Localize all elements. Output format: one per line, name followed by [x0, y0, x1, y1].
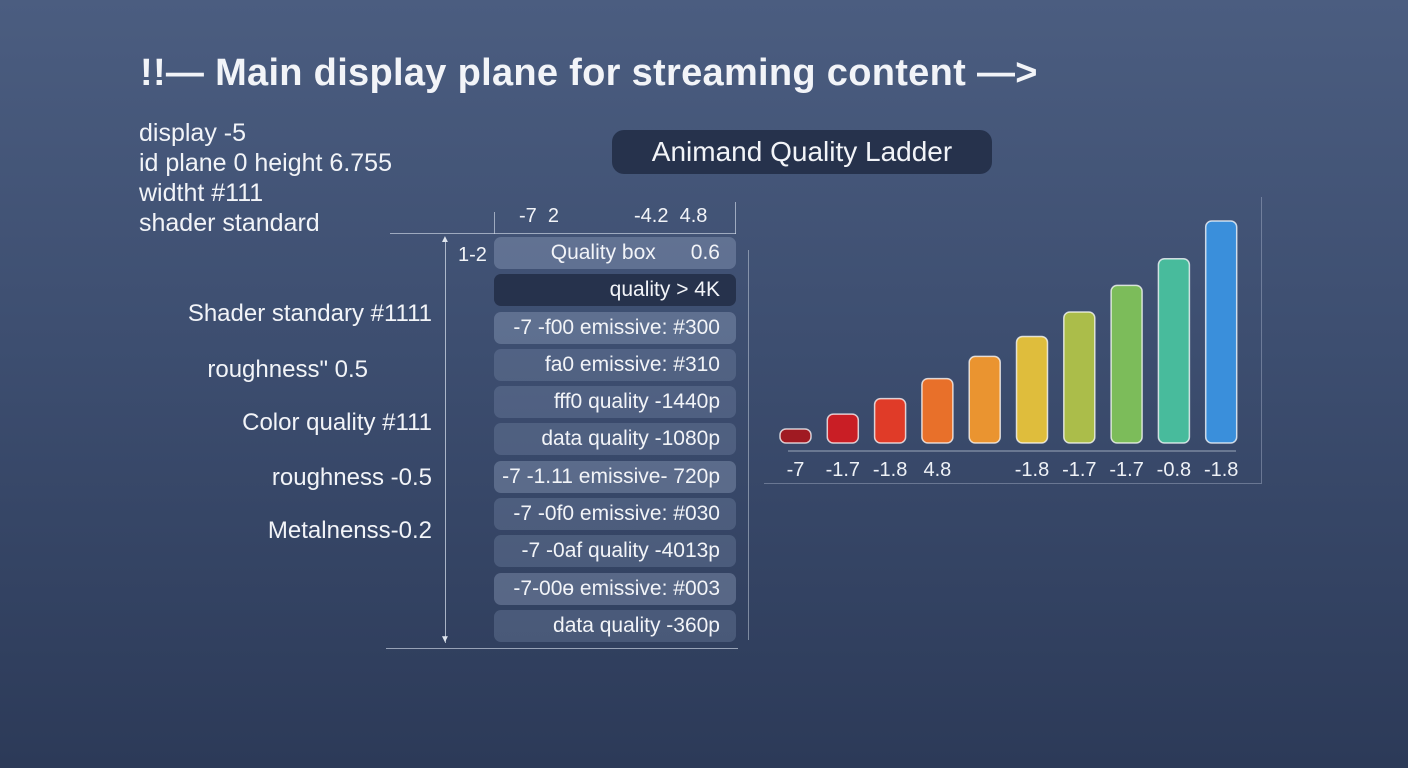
bar: [873, 397, 907, 444]
ladder-row[interactable]: fff0 quality -1440p: [494, 386, 736, 419]
ladder-row[interactable]: -7 -f00 emissive: #300: [494, 311, 736, 344]
ladder-row[interactable]: -7 -0af quality -4013p: [494, 535, 736, 568]
chart-frame: [764, 197, 1262, 484]
x-tick-label: -1.7: [826, 459, 860, 481]
property-label: roughness -0.5: [271, 464, 432, 491]
ladder-row[interactable]: data quality -360p: [494, 609, 736, 642]
x-tick-label: -1.7: [1062, 459, 1096, 481]
ladder-row[interactable]: -7 -0f0 emissive: #030: [494, 498, 736, 531]
ladder-row[interactable]: Quality box 0.6: [494, 237, 736, 269]
ladder-row[interactable]: quality > 4K: [494, 274, 736, 307]
bar: [1204, 220, 1238, 444]
ladder-top-rule: [390, 233, 736, 234]
tick-left: [494, 212, 495, 234]
property-label: roughness" 0.5: [207, 356, 368, 383]
meta-line: widtht #111: [139, 179, 264, 207]
chart-title: Animand Quality Ladder: [612, 130, 992, 174]
ladder-row[interactable]: -7-00ɵ emissive: #003: [494, 572, 736, 605]
quality-ladder-list: Quality box 0.6 quality > 4K -7 -f00 emi…: [494, 237, 736, 647]
ladder-row[interactable]: data quality -1080p: [494, 423, 736, 456]
arrow-down-icon: ▼: [440, 634, 450, 645]
bar: [779, 428, 812, 444]
meta-line: id plane 0 height 6.755: [139, 149, 392, 177]
meta-line: display -5: [139, 119, 246, 147]
bar: [1110, 284, 1143, 444]
x-tick-label: 4.8: [923, 459, 951, 481]
ladder-row[interactable]: fa0 emissive: #310: [494, 348, 736, 381]
x-tick-label: -7: [787, 459, 805, 481]
ladder-top-label: -7 2: [519, 205, 560, 227]
height-dimension-arrow: [445, 238, 446, 643]
ladder-bottom-rule: [386, 648, 738, 649]
ladder-side-label: 1-2: [458, 244, 487, 266]
bar: [1015, 335, 1049, 444]
quality-bar-chart: -7 -1.7 -1.8 4.8 -1.8 -1.7 -1.7 -0.8 -1.8: [779, 220, 1238, 481]
bar: [921, 377, 954, 444]
x-tick-label: -1.8: [1015, 459, 1049, 481]
x-tick-label: -0.8: [1157, 459, 1191, 481]
x-tick-label: -1.8: [1204, 459, 1238, 481]
arrow-up-icon: ▲: [440, 234, 450, 245]
bar: [968, 355, 1001, 444]
x-tick-label: -1.8: [873, 459, 907, 481]
plane-metadata: display -5 id plane 0 height 6.755 width…: [139, 118, 392, 238]
ladder-row[interactable]: -7 -1.11 emissive- 720p: [494, 460, 736, 493]
tick-right: [735, 202, 736, 234]
ladder-top-label: -4.2 4.8: [634, 205, 708, 227]
ladder-right-rule: [748, 250, 749, 640]
bar: [826, 413, 860, 444]
page-heading: !!— Main display plane for streaming con…: [140, 52, 1038, 94]
bar: [1157, 257, 1191, 444]
meta-line: shader standard: [139, 209, 320, 237]
property-label: Color quality #111: [242, 409, 432, 436]
bar: [1063, 311, 1096, 444]
property-label: Metalnenss-0.2: [267, 517, 432, 544]
x-tick-label: -1.7: [1109, 459, 1143, 481]
property-label: Shader standary #1111: [187, 300, 432, 327]
